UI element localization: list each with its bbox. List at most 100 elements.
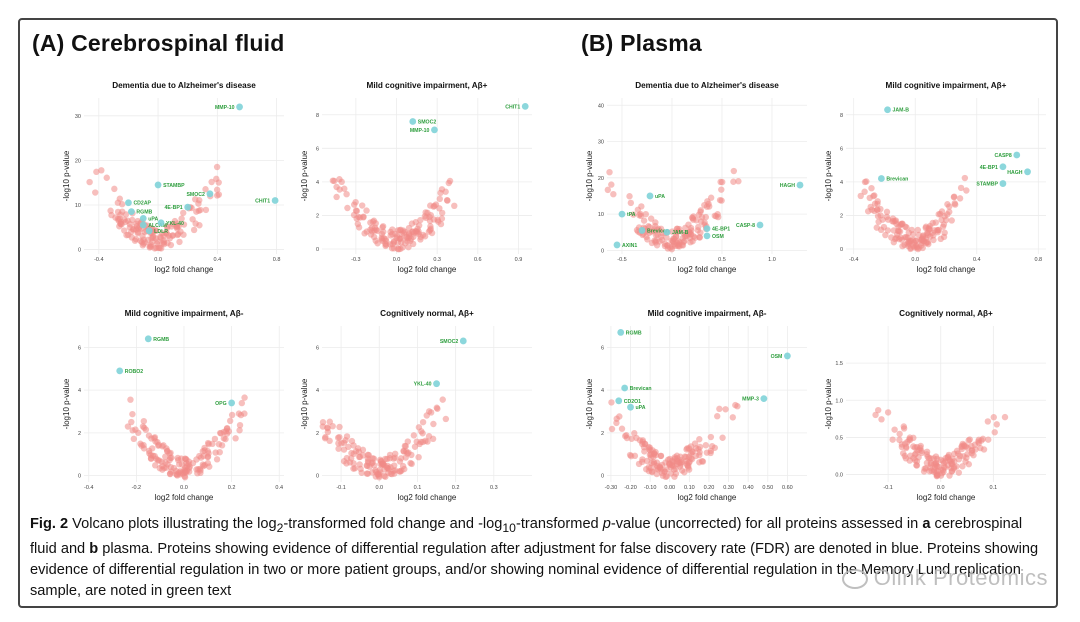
significant-point [703,225,711,233]
x-tick-label: 0.4 [214,257,222,263]
protein-point [953,447,961,455]
protein-point [173,471,181,478]
protein-point [151,245,158,252]
protein-point [359,446,367,454]
protein-label: uPA [636,405,646,411]
protein-point [956,195,964,202]
protein-point [690,233,697,240]
protein-point [899,450,907,457]
significant-point [154,181,162,189]
protein-point [146,244,153,251]
protein-point [668,237,675,244]
protein-point [350,460,357,467]
y-tick-label: 8 [840,113,843,119]
x-tick-label: 0.2 [228,485,236,491]
significant-point [128,208,135,216]
protein-point [688,214,696,221]
y-axis-label: -log10 p-value [585,150,594,201]
protein-point [129,410,136,418]
protein-point [419,430,426,437]
protein-point [200,462,207,470]
x-tick-label: 0.9 [515,257,523,263]
protein-point [169,232,176,239]
x-tick-label: 0.0 [154,257,162,263]
protein-point [370,462,378,469]
plot-plasma-mci-pos: Mild cognitive impairment, Aβ+ 0 2 4 6 8 -0.4 0… [822,81,1052,284]
protein-point [663,466,670,473]
protein-point [696,459,703,466]
protein-point [890,227,897,234]
protein-point [918,449,926,457]
protein-point [134,217,142,225]
protein-point [653,470,660,478]
protein-point [925,240,932,248]
protein-point [872,411,879,419]
x-tick-label: 0.00 [664,485,675,491]
protein-point [407,459,414,467]
protein-point [930,468,938,475]
protein-point [419,418,427,426]
x-tick-label: -0.30 [605,485,618,491]
x-axis-label: log2 fold change [678,265,737,274]
protein-point [914,226,922,234]
protein-point [103,174,110,181]
significant-point [1013,151,1021,159]
significant-point [125,199,132,207]
protein-point [127,396,134,403]
protein-point [906,436,914,444]
protein-point [918,235,926,243]
protein-point [428,229,436,237]
protein-point [436,195,444,203]
y-tick-label: 0.5 [835,435,843,441]
protein-point [687,238,694,246]
x-tick-label: -0.3 [351,257,360,263]
protein-point [174,231,181,239]
protein-point [130,435,138,443]
significant-point [703,232,711,240]
x-tick-label: -0.4 [84,485,93,491]
protein-point [716,196,724,204]
protein-point [167,241,175,249]
protein-point [437,220,445,228]
protein-point [718,186,725,193]
protein-point [152,227,160,234]
protein-point [107,207,114,214]
protein-point [190,226,198,234]
protein-point [932,461,940,469]
chart-title: Cognitively normal, Aβ+ [899,309,993,318]
significant-point [431,126,438,134]
protein-point [213,163,221,171]
x-tick-label: 0.0 [375,485,383,491]
protein-point [425,408,433,415]
protein-point [125,231,132,239]
protein-point [653,462,660,469]
protein-label: YKL-40 [166,221,184,227]
protein-point [417,236,424,243]
protein-label: HAGH [780,183,796,189]
y-tick-label: 0 [78,474,81,480]
significant-point [615,397,623,405]
y-tick-label: 20 [75,158,81,164]
protein-point [345,443,352,451]
significant-point [760,395,768,403]
plot-csf-cn: Cognitively normal, Aβ+ 0 2 4 6 -0.1 0.0 0.1 0.2… [298,309,538,512]
y-tick-label: 40 [598,103,604,109]
protein-point [404,237,411,245]
protein-point [896,430,903,438]
protein-point [336,423,343,431]
x-tick-label: 1.0 [768,257,776,263]
protein-point [333,193,340,201]
significant-point [144,335,152,343]
protein-point [223,425,231,432]
protein-label: CASP8 [994,153,1011,159]
protein-point [604,186,612,194]
protein-point [356,461,363,468]
protein-point [902,455,910,462]
protein-label: SMOC2 [186,192,205,198]
x-tick-label: 0.0 [180,485,188,491]
protein-point [628,435,635,442]
protein-point [908,226,915,234]
protein-label: SMOC2 [418,119,437,125]
protein-point [144,236,152,243]
x-axis-label: log2 fold change [678,493,737,502]
